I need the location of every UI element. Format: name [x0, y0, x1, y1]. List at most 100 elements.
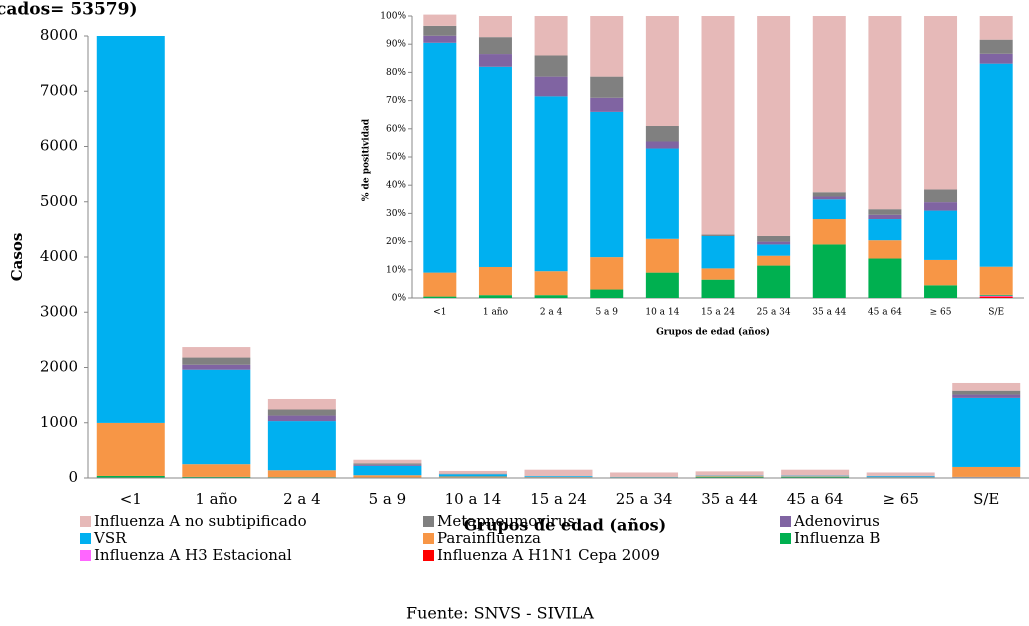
bar-segment: [534, 295, 568, 298]
bar-segment: [645, 141, 679, 149]
bar-segment: [353, 459, 422, 464]
bar-segment: [979, 16, 1013, 40]
bar-segment: [353, 465, 422, 476]
bar-segment: [868, 240, 902, 259]
bar-segment: [590, 97, 624, 112]
bar-segment: [96, 475, 165, 478]
y-axis-label: Casos: [8, 233, 26, 282]
bar-segment: [267, 421, 336, 471]
inset-y-axis-label: % de positividad: [362, 118, 372, 201]
x-tick-label: <1: [120, 490, 142, 508]
bar-segment: [524, 469, 593, 477]
y-tick-label: 40%: [386, 181, 406, 191]
bar-segment: [979, 296, 1013, 298]
bar-segment: [701, 268, 735, 280]
bar-segment: [423, 272, 457, 297]
bar-segment: [868, 16, 902, 210]
bar-segment: [695, 476, 764, 478]
x-tick-label: 2 a 4: [283, 490, 321, 508]
legend-label: Adenovirus: [793, 512, 880, 530]
legend-label: Influenza B: [794, 529, 880, 547]
bar-segment: [757, 241, 791, 245]
bar-segment: [924, 210, 958, 260]
y-tick-label: 50%: [386, 153, 406, 163]
y-tick-label: 100%: [380, 12, 406, 22]
bar-segment: [353, 463, 422, 465]
bar-segment: [701, 235, 735, 269]
y-tick-label: 8000: [40, 26, 78, 44]
x-tick-label: 35 a 44: [812, 308, 846, 318]
bar-segment: [478, 37, 512, 55]
y-tick-label: 10%: [386, 265, 406, 275]
bar-segment: [423, 25, 457, 36]
x-tick-label: ≥ 65: [930, 308, 952, 318]
bar-segment: [182, 476, 251, 478]
bar-segment: [534, 271, 568, 296]
x-tick-label: 25 a 34: [757, 308, 791, 318]
bar-segment: [534, 16, 568, 56]
bar-segment: [353, 464, 422, 466]
x-tick-label: S/E: [988, 308, 1004, 318]
bar-segment: [534, 55, 568, 77]
y-tick-label: 2000: [40, 358, 78, 376]
bar-segment: [812, 244, 846, 298]
bar-segment: [952, 397, 1021, 467]
y-tick-label: 60%: [386, 124, 406, 134]
main-plot: [96, 36, 1021, 478]
bar-segment: [423, 35, 457, 43]
x-tick-label: ≥ 65: [882, 490, 918, 508]
inset-x-axis-label: Grupos de edad (años): [656, 327, 770, 338]
bar-segment: [781, 469, 850, 476]
y-tick-label: 4000: [40, 247, 78, 265]
bar-segment: [478, 266, 512, 296]
y-tick-label: 80%: [386, 68, 406, 78]
bar-segment: [701, 279, 735, 298]
bar-segment: [590, 257, 624, 290]
bar-segment: [781, 476, 850, 478]
bar-segment: [478, 295, 512, 298]
x-tick-label: 2 a 4: [540, 308, 563, 318]
bar-segment: [423, 14, 457, 26]
legend-label: Parainfluenza: [437, 529, 541, 547]
legend-swatch: [423, 516, 434, 527]
bar-segment: [645, 16, 679, 126]
legend: Influenza A no subtipificado Metapneumovi…: [80, 512, 880, 564]
y-tick-label: 20%: [386, 237, 406, 247]
bar-segment: [757, 244, 791, 256]
legend-swatch: [780, 516, 791, 527]
bar-segment: [524, 476, 593, 478]
x-tick-label: <1: [433, 308, 446, 318]
bar-segment: [353, 475, 422, 478]
legend-swatch: [80, 516, 91, 527]
bar-segment: [534, 96, 568, 272]
bar-segment: [645, 125, 679, 142]
bar-segment: [695, 471, 764, 476]
legend-swatch: [423, 533, 434, 544]
y-tick-label: 6000: [40, 137, 78, 155]
legend-label: Influenza A H1N1 Cepa 2009: [437, 546, 660, 564]
bar-segment: [952, 466, 1021, 477]
bar-segment: [182, 357, 251, 365]
y-tick-label: 7000: [40, 81, 78, 99]
bar-segment: [924, 259, 958, 286]
bar-segment: [267, 409, 336, 416]
bar-segment: [866, 472, 935, 476]
bar-segment: [979, 63, 1013, 267]
inset-background: [355, 6, 1029, 318]
bar-segment: [182, 464, 251, 477]
bar-segment: [645, 148, 679, 239]
bar-segment: [757, 255, 791, 266]
bar-segment: [952, 390, 1021, 395]
x-tick-label: 15 a 24: [530, 490, 587, 508]
x-tick-label: 1 año: [483, 308, 508, 318]
bar-segment: [979, 53, 1013, 64]
bar-segment: [812, 16, 846, 193]
bar-segment: [757, 265, 791, 298]
bar-segment: [812, 219, 846, 245]
bar-segment: [423, 296, 457, 298]
legend-swatch: [423, 550, 434, 561]
main-axes: 0 1000 2000 3000 4000 5000 6000 7000 8000 <1 1 año…: [40, 26, 1029, 508]
y-tick-label: 0%: [392, 294, 407, 304]
y-tick-label: 30%: [386, 209, 406, 219]
bar-segment: [423, 42, 457, 273]
